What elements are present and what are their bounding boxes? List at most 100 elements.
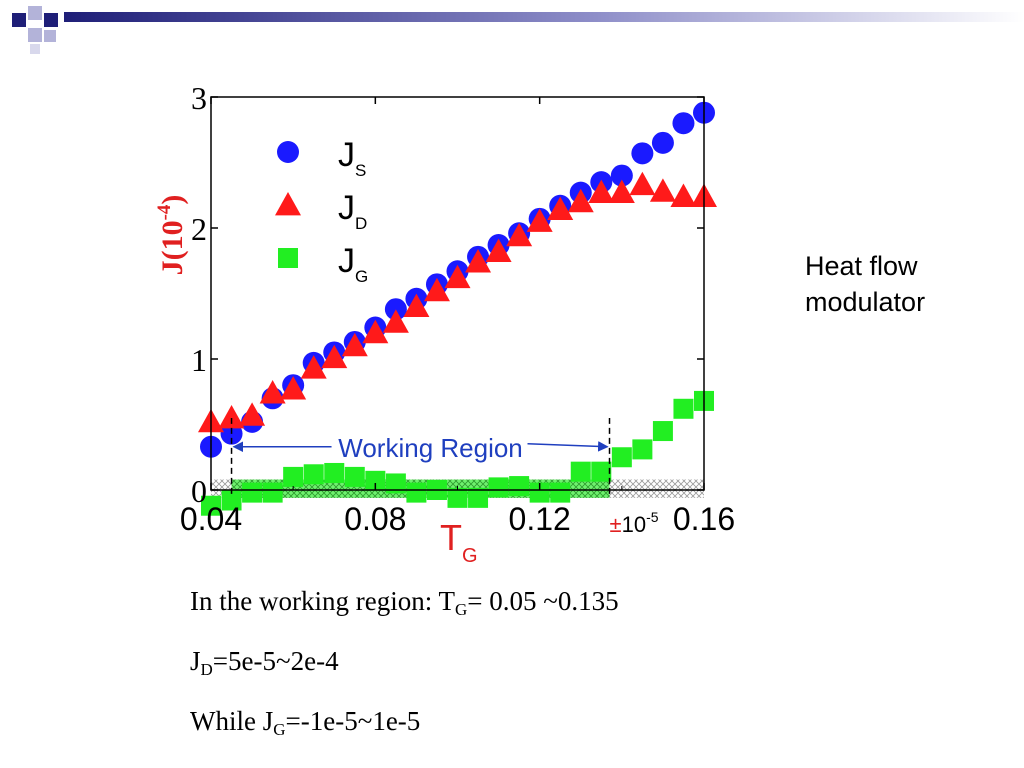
working-region-label: Working Region bbox=[338, 433, 523, 463]
point-jd bbox=[382, 309, 409, 333]
point-js bbox=[651, 131, 674, 154]
point-jg bbox=[591, 461, 612, 482]
series-jd bbox=[198, 171, 717, 433]
point-jg bbox=[406, 482, 427, 503]
legend-marker bbox=[275, 192, 301, 216]
legend-entry: JG bbox=[278, 242, 368, 286]
heat-flow-chart: Working Region ±10-5 0.04 0.08 0.12 0.16 0 1 2 3… bbox=[154, 85, 735, 567]
point-jd bbox=[588, 179, 615, 204]
point-jd bbox=[341, 332, 368, 357]
series-jg bbox=[201, 390, 714, 516]
decoration-square bbox=[28, 28, 42, 42]
point-jd bbox=[670, 183, 697, 207]
legend-label-main: J bbox=[338, 242, 355, 280]
legend-marker bbox=[277, 141, 299, 163]
legend-label-sub: D bbox=[355, 214, 367, 233]
point-jg bbox=[262, 482, 283, 503]
y-axis-label-tail: ) bbox=[156, 195, 189, 205]
point-jg bbox=[550, 482, 571, 503]
point-js bbox=[631, 142, 654, 165]
band-label: ±10-5 bbox=[610, 509, 659, 537]
point-jg bbox=[365, 470, 386, 491]
point-jd bbox=[649, 178, 676, 202]
point-jg bbox=[509, 476, 530, 497]
y-tick-label: 0 bbox=[191, 473, 207, 509]
decoration-square bbox=[12, 13, 26, 27]
point-jd bbox=[321, 344, 348, 369]
point-jg bbox=[303, 464, 324, 485]
point-jd bbox=[280, 376, 307, 400]
point-jd bbox=[444, 264, 471, 289]
point-jd bbox=[567, 188, 594, 213]
point-jg bbox=[283, 466, 304, 487]
point-jg bbox=[344, 466, 365, 487]
legend-entry: JS bbox=[277, 136, 366, 180]
note-subscript: D bbox=[200, 660, 213, 679]
note-subscript: G bbox=[454, 600, 468, 619]
side-note-line: Heat flow bbox=[805, 251, 918, 281]
point-jg bbox=[221, 490, 242, 511]
y-tick-label: 1 bbox=[191, 342, 207, 378]
point-jg bbox=[201, 495, 221, 516]
point-jd bbox=[629, 171, 656, 196]
point-jg bbox=[570, 461, 591, 482]
point-jd bbox=[239, 402, 266, 426]
y-axis-label-sup: -4 bbox=[154, 204, 175, 220]
point-jd bbox=[485, 238, 512, 262]
decoration-square bbox=[28, 6, 42, 20]
legend-label: JD bbox=[338, 189, 367, 233]
working-region-note: In the working region: TG= 0.05 ~0.135 bbox=[190, 586, 619, 620]
note-text: =-1e-5~1e-5 bbox=[285, 706, 421, 736]
x-tick-label: 0.08 bbox=[344, 501, 406, 537]
point-jg bbox=[632, 439, 653, 460]
y-axis-label: J(10-4) bbox=[154, 195, 189, 276]
note-subscript: G bbox=[273, 720, 286, 739]
legend-entry: JD bbox=[275, 189, 367, 233]
point-jd bbox=[403, 293, 430, 317]
legend-marker bbox=[278, 248, 298, 268]
point-jd bbox=[608, 179, 635, 204]
legend-label-sub: G bbox=[355, 267, 368, 286]
y-tick-label: 2 bbox=[191, 211, 207, 247]
band-label-main: 10 bbox=[622, 512, 646, 537]
decoration-square bbox=[30, 44, 40, 54]
point-jd bbox=[362, 319, 389, 344]
jd-range-note: JD=5e-5~2e-4 bbox=[190, 646, 339, 680]
note-text: =5e-5~2e-4 bbox=[212, 646, 339, 676]
point-jg bbox=[324, 462, 345, 483]
jg-range-note: While JG=-1e-5~1e-5 bbox=[190, 706, 420, 740]
x-tick-label: 0.12 bbox=[509, 501, 571, 537]
point-jg bbox=[468, 487, 489, 508]
x-tick-label: 0.04 bbox=[180, 501, 242, 537]
legend-label-main: J bbox=[338, 136, 355, 174]
point-jg bbox=[652, 421, 673, 442]
side-note: Heat flow modulator bbox=[805, 248, 1005, 320]
legend-label-sub: S bbox=[355, 161, 366, 180]
point-jd bbox=[526, 208, 553, 232]
decoration-square bbox=[44, 13, 58, 27]
point-jd bbox=[465, 249, 492, 273]
point-jd bbox=[218, 404, 245, 429]
band-label-prefix: ± bbox=[610, 512, 622, 537]
point-jd bbox=[547, 196, 574, 221]
note-text: In the working region: T bbox=[190, 586, 455, 616]
point-jd bbox=[259, 380, 286, 404]
x-axis-label-main: T bbox=[440, 517, 462, 558]
slide-corner-decoration bbox=[12, 6, 1024, 54]
working-region-arrow-right bbox=[527, 441, 609, 452]
point-jd bbox=[300, 355, 327, 379]
point-js bbox=[672, 112, 695, 135]
decoration-square bbox=[44, 30, 56, 42]
x-tick-label: 0.16 bbox=[673, 501, 735, 537]
legend-label: JS bbox=[338, 136, 366, 180]
point-jg bbox=[611, 447, 632, 468]
point-jg bbox=[385, 473, 406, 494]
y-tick-label: 3 bbox=[191, 85, 207, 116]
point-jg bbox=[242, 482, 263, 503]
band-label-sup: -5 bbox=[646, 509, 659, 525]
side-note-line: modulator bbox=[805, 287, 926, 317]
point-jg bbox=[673, 398, 694, 419]
decoration-bar bbox=[64, 12, 1024, 22]
point-jd bbox=[506, 222, 533, 247]
note-text: While J bbox=[190, 706, 274, 736]
